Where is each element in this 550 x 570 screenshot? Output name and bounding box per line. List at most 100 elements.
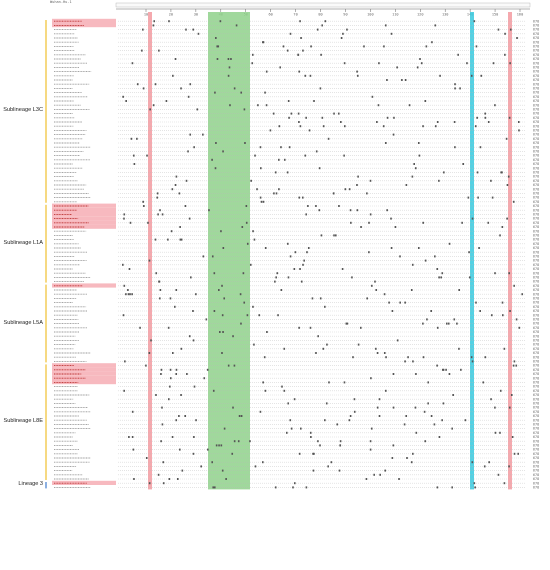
mutation-mark xyxy=(169,297,172,300)
row-end-value: 678 xyxy=(533,381,539,385)
mutation-mark xyxy=(180,238,183,241)
row-end-value: 678 xyxy=(533,120,539,124)
mutation-mark xyxy=(385,389,387,392)
mutation-mark xyxy=(309,431,312,434)
mutation-mark xyxy=(324,20,327,23)
mutation-mark xyxy=(288,116,290,119)
mutation-mark xyxy=(129,221,132,224)
ruler-tick-label: 20 xyxy=(169,13,173,17)
mutation-mark xyxy=(272,112,275,115)
mutation-mark xyxy=(468,251,470,254)
mutation-mark xyxy=(153,20,156,23)
mutation-mark xyxy=(123,217,125,220)
mutation-mark xyxy=(197,32,200,35)
row-end-value: 678 xyxy=(533,330,539,334)
mutation-mark xyxy=(434,255,436,258)
mutation-mark xyxy=(159,289,162,291)
mutation-mark xyxy=(515,364,518,367)
mutation-mark xyxy=(434,24,437,27)
mutation-mark xyxy=(275,276,277,279)
mutation-mark xyxy=(260,200,263,203)
mutation-mark xyxy=(287,402,290,405)
mutation-mark xyxy=(492,62,495,65)
row-end-value: 678 xyxy=(533,204,539,208)
mutation-mark xyxy=(494,272,496,275)
row-end-value: 678 xyxy=(533,192,539,196)
mutation-mark xyxy=(517,452,520,455)
row-end-value: 678 xyxy=(533,246,539,250)
mutation-mark xyxy=(213,272,216,275)
mutation-mark xyxy=(378,398,381,401)
mutation-mark xyxy=(499,431,501,434)
mutation-mark xyxy=(303,259,305,262)
highlighted-sample-id xyxy=(52,363,116,368)
mutation-mark xyxy=(438,179,440,182)
row-end-value: 678 xyxy=(533,309,539,313)
mutation-mark xyxy=(385,356,387,359)
mutation-mark xyxy=(133,163,136,165)
row-end-value: 678 xyxy=(533,179,539,183)
mutation-mark xyxy=(287,276,290,279)
mutation-mark xyxy=(484,356,487,359)
row-end-value: 678 xyxy=(533,439,539,443)
row-end-value: 678 xyxy=(533,385,539,389)
mutation-mark xyxy=(122,263,124,266)
mutation-mark xyxy=(516,37,518,39)
mutation-mark xyxy=(448,373,451,375)
mutation-mark xyxy=(160,368,163,371)
mutation-mark xyxy=(200,465,203,468)
mutation-mark xyxy=(239,293,242,296)
mutation-mark xyxy=(378,62,380,65)
mutation-mark xyxy=(386,209,388,212)
mutation-mark xyxy=(162,461,165,464)
mutation-mark xyxy=(365,478,368,480)
mutation-mark xyxy=(442,402,445,405)
mutation-mark xyxy=(384,24,387,27)
ruler-tick-label: 10 xyxy=(144,13,148,17)
mutation-mark xyxy=(335,234,337,237)
row-end-value: 678 xyxy=(533,376,539,380)
mutation-mark xyxy=(298,452,301,455)
row-end-value: 678 xyxy=(533,171,539,175)
mutation-mark xyxy=(240,91,243,94)
row-end-value: 678 xyxy=(533,276,539,280)
row-end-value: 678 xyxy=(533,213,539,217)
mutation-mark xyxy=(427,381,430,384)
row-end-value: 678 xyxy=(533,187,539,191)
mutation-mark xyxy=(517,121,520,123)
mutation-mark xyxy=(145,364,147,367)
lineage-label: Sublineage L8E xyxy=(3,418,43,425)
mutation-mark xyxy=(315,205,317,207)
mutation-mark xyxy=(499,389,502,392)
mutation-mark xyxy=(232,406,234,409)
mutation-mark xyxy=(149,108,151,111)
row-end-value: 678 xyxy=(533,116,539,120)
mutation-mark xyxy=(264,389,267,392)
row-end-value: 678 xyxy=(533,154,539,158)
row-end-value: 678 xyxy=(533,250,539,254)
mutation-mark xyxy=(338,469,341,472)
mutation-mark xyxy=(223,427,226,430)
mutation-mark xyxy=(477,196,479,199)
mutation-mark xyxy=(346,28,348,31)
mutation-mark xyxy=(390,247,393,249)
row-end-value: 678 xyxy=(533,242,539,246)
mutation-mark xyxy=(515,318,518,321)
row-end-value: 678 xyxy=(533,78,539,82)
mutation-mark xyxy=(509,62,511,65)
mutation-mark xyxy=(249,263,252,266)
mutation-mark xyxy=(294,251,297,254)
mutation-mark xyxy=(317,440,319,443)
row-end-value: 678 xyxy=(533,162,539,166)
mutation-mark xyxy=(263,356,266,359)
row-end-value: 678 xyxy=(533,355,539,359)
mutation-mark xyxy=(185,28,187,31)
highlight-column-red xyxy=(508,12,512,490)
mutation-mark xyxy=(338,205,340,207)
mutation-mark xyxy=(494,104,496,107)
mutation-mark xyxy=(299,125,302,128)
mutation-mark xyxy=(167,326,170,329)
mutation-mark xyxy=(289,255,292,258)
row-end-value: 678 xyxy=(533,32,539,36)
mutation-mark xyxy=(249,440,251,443)
